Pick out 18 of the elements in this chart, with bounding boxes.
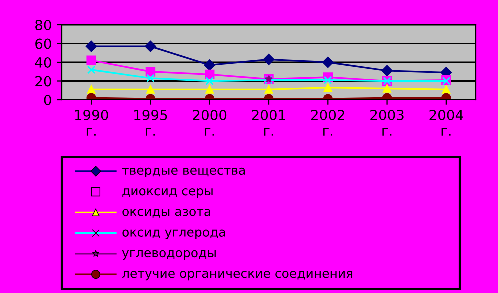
legend-label: диоксид серы <box>122 188 213 198</box>
x-tick-label: 2000 г. <box>193 110 227 136</box>
x-tick-label: 1995 г. <box>134 110 168 136</box>
x-tick-label: 2002 г. <box>311 110 344 136</box>
y-tick-label: 0 <box>44 94 52 106</box>
legend-label: оксид углерода <box>122 230 226 240</box>
y-tick-label: 20 <box>36 76 52 87</box>
legend-label: летучие органические соединения <box>122 271 353 281</box>
x-tick-label: 2004 г. <box>430 110 464 136</box>
legend-label: углеводороды <box>122 250 216 260</box>
x-tick-label: 2001 г. <box>252 110 286 136</box>
x-tick-label: 1990 г. <box>75 110 108 136</box>
y-tick-label: 80 <box>36 20 52 30</box>
y-tick-label: 40 <box>35 57 52 68</box>
legend-label: оксиды азота <box>122 209 210 218</box>
y-tick-label: 60 <box>36 38 52 50</box>
x-tick-label: 2003 г. <box>370 110 404 136</box>
legend-label: твердые вещества <box>122 168 246 178</box>
